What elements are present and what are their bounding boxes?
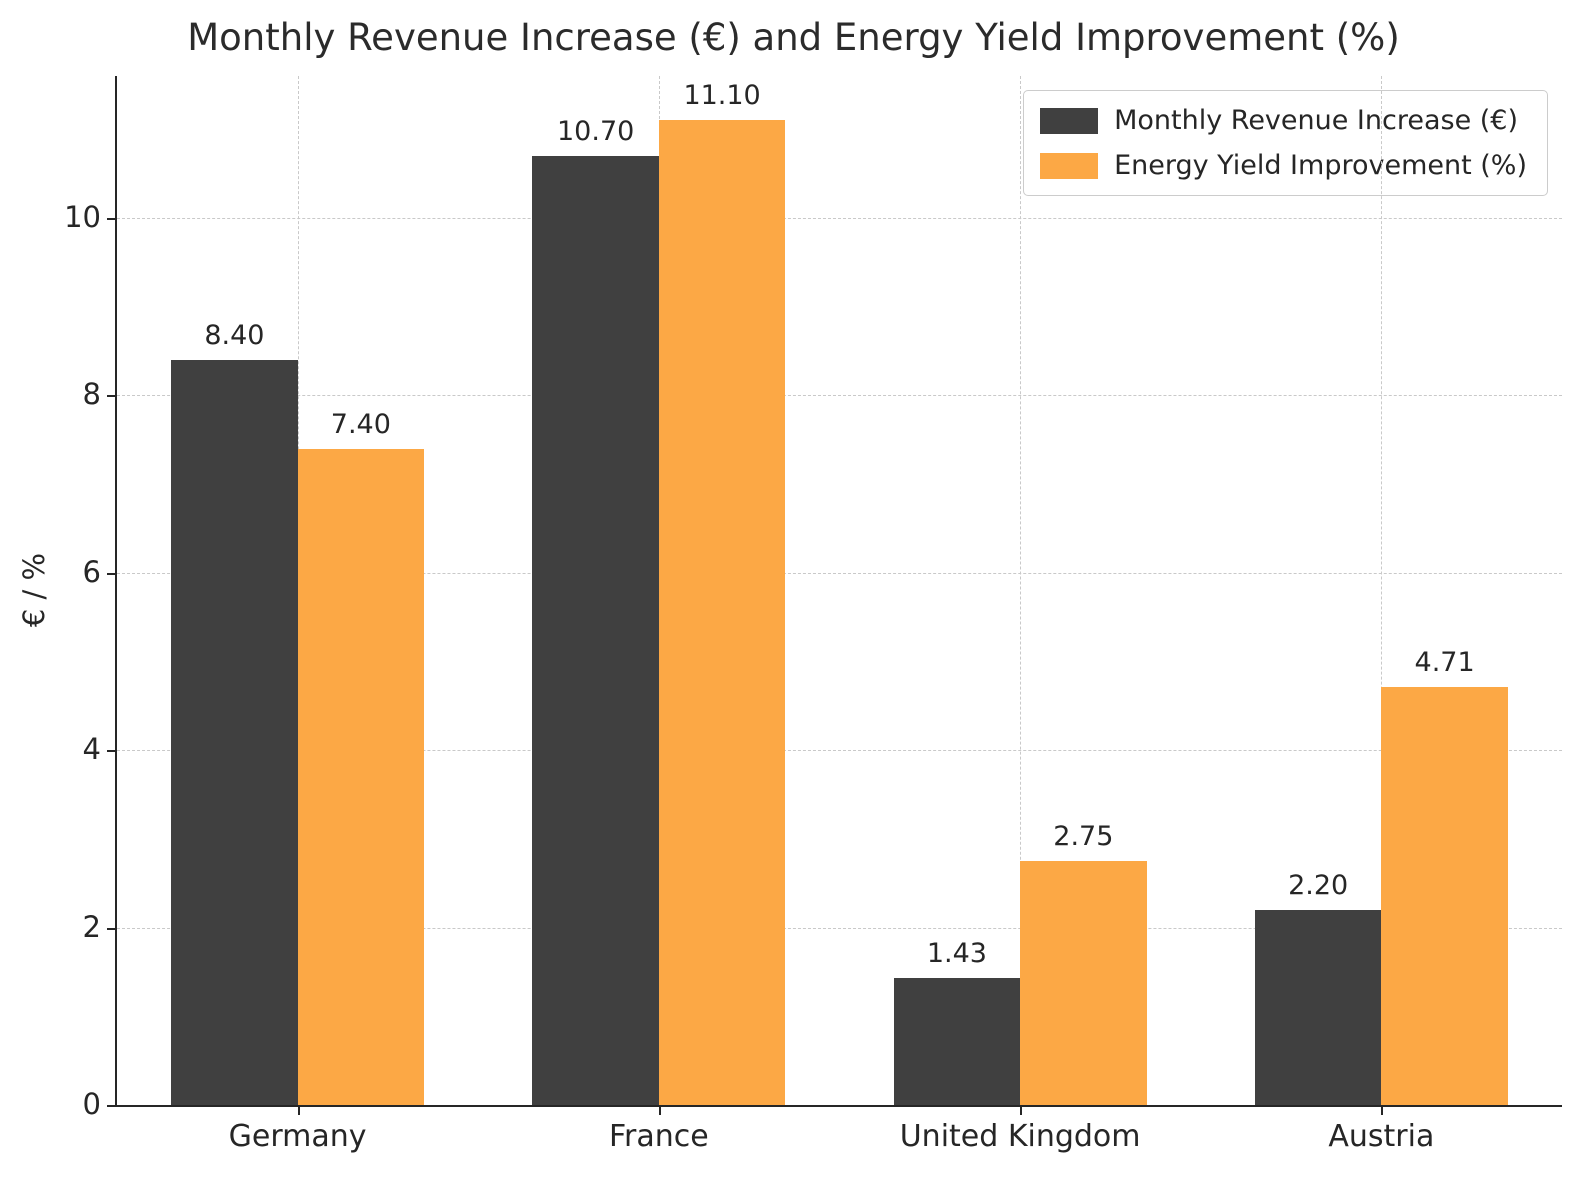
bar-revenue-united-kingdom: [893, 978, 1021, 1105]
bar-value-label: 7.40: [330, 408, 391, 440]
gridline-vertical: [1381, 76, 1383, 1105]
y-tick-label: 0: [82, 1087, 101, 1121]
x-tick-mark: [1381, 1105, 1384, 1115]
x-tick-label: United Kingdom: [899, 1119, 1141, 1154]
y-axis-label: € / %: [17, 552, 51, 628]
bar-revenue-austria: [1254, 909, 1382, 1105]
y-tick-mark: [107, 1105, 117, 1107]
legend-label: Monthly Revenue Increase (€): [1114, 105, 1519, 136]
legend: Monthly Revenue Increase (€) Energy Yield…: [1023, 90, 1548, 196]
x-tick-label: France: [608, 1119, 709, 1154]
y-tick-label: 4: [82, 732, 101, 767]
bar-value-label: 11.10: [683, 80, 761, 112]
y-tick-label: 10: [64, 199, 101, 234]
y-tick-mark: [107, 927, 117, 930]
bar-value-label: 1.43: [926, 938, 987, 970]
y-tick-label: 6: [82, 554, 101, 589]
x-tick-label: Austria: [1328, 1119, 1435, 1154]
y-tick-label: 2: [82, 909, 101, 944]
bar-value-label: 4.71: [1414, 647, 1475, 679]
x-tick-mark: [658, 1105, 661, 1115]
bar-value-label: 2.75: [1053, 821, 1114, 853]
bar-yield-france: [658, 120, 786, 1105]
bar-yield-germany: [297, 448, 425, 1105]
y-tick-mark: [107, 750, 117, 753]
gridline-horizontal: [117, 395, 1562, 397]
bar-revenue-france: [532, 155, 659, 1105]
bar-value-label: 2.20: [1288, 869, 1349, 901]
gridline-vertical: [1020, 76, 1022, 1105]
legend-label: Energy Yield Improvement (%): [1114, 150, 1527, 181]
legend-entry: Energy Yield Improvement (%): [1040, 150, 1527, 181]
bar-yield-united-kingdom: [1020, 861, 1147, 1105]
bar-revenue-germany: [171, 359, 298, 1105]
plot-area: Monthly Revenue Increase (€) Energy Yield…: [64, 76, 1562, 1154]
gridline-horizontal: [117, 750, 1562, 752]
y-tick-label: 8: [82, 377, 101, 412]
x-tick-mark: [1020, 1105, 1023, 1115]
legend-swatch: [1040, 152, 1099, 179]
bar-value-label: 8.40: [204, 319, 265, 351]
gridline-horizontal: [117, 927, 1562, 929]
gridline-horizontal: [117, 217, 1562, 219]
y-tick-mark: [107, 395, 117, 398]
y-tick-mark: [107, 217, 117, 220]
gridline-horizontal: [117, 572, 1562, 574]
bar-yield-austria: [1381, 687, 1508, 1105]
bar-value-label: 10.70: [557, 115, 635, 147]
x-tick-mark: [297, 1105, 300, 1115]
x-tick-label: Germany: [228, 1119, 367, 1154]
y-tick-mark: [107, 572, 117, 575]
chart-title: Monthly Revenue Increase (€) and Energy …: [187, 16, 1400, 59]
legend-entry: Monthly Revenue Increase (€): [1040, 105, 1527, 136]
legend-swatch: [1040, 107, 1099, 134]
